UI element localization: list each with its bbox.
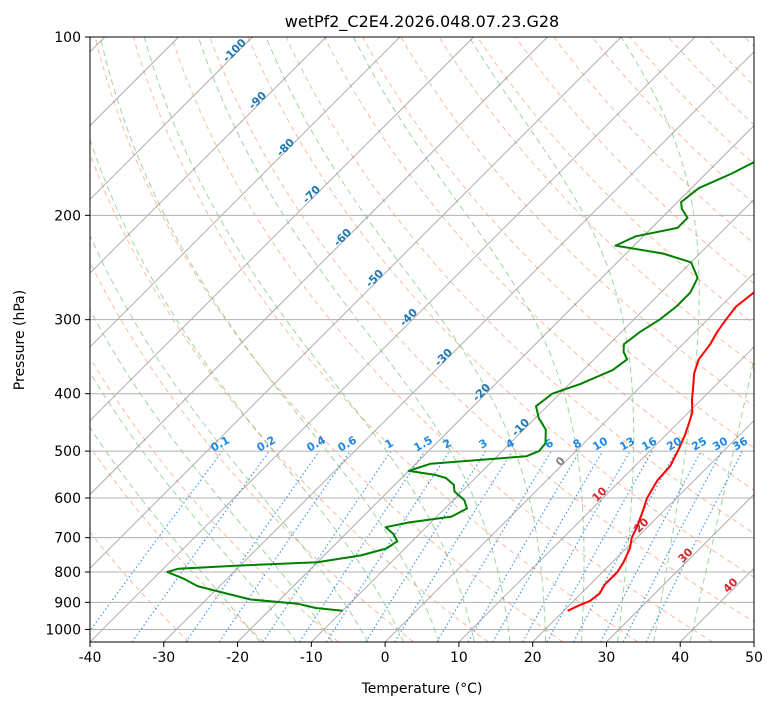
x-tick-label: 10 [450,650,468,666]
x-tick-label: -40 [79,650,102,666]
isotherm-line [754,37,775,642]
x-tick-label: 50 [745,650,763,666]
y-tick-label: 1000 [45,622,81,638]
chart-title: wetPf2_C2E4.2026.048.07.23.G28 [285,12,559,32]
x-tick-label: -20 [226,650,249,666]
y-tick-label: 800 [54,565,81,581]
x-tick-label: 30 [598,650,616,666]
y-tick-label: 100 [54,30,81,46]
x-tick-label: 20 [524,650,542,666]
y-tick-label: 400 [54,387,81,403]
x-tick-label: 40 [671,650,689,666]
y-tick-label: 700 [54,531,81,547]
x-axis-label: Temperature (°C) [361,681,483,697]
y-tick-label: 200 [54,208,81,224]
y-tick-label: 900 [54,595,81,611]
y-tick-label: 500 [54,444,81,460]
y-tick-label: 300 [54,313,81,329]
x-tick-label: 0 [381,650,390,666]
x-tick-label: -30 [152,650,175,666]
x-tick-label: -10 [300,650,323,666]
y-tick-label: 600 [54,491,81,507]
y-axis-label: Pressure (hPa) [12,290,28,390]
